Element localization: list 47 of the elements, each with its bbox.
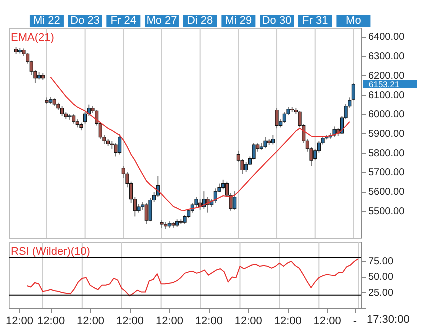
x-tick-label: Do 30 [262, 15, 292, 27]
candlestick [264, 136, 268, 150]
text: EMA(21) [11, 32, 54, 44]
candlestick [144, 202, 148, 225]
candlestick [214, 188, 218, 204]
x-tick-label: Mi 22 [34, 15, 60, 27]
y-tick-label: 6400.00 [368, 32, 406, 44]
y-tick-label: 75.00 [368, 256, 394, 268]
x-tick-label: Do 23 [70, 15, 100, 27]
y-tick-label: 5500.00 [368, 206, 406, 218]
x-tick-label: 12:00 [156, 316, 184, 328]
x-tick-label: 12:00 [38, 316, 66, 328]
x-tick-label: Mi 29 [225, 15, 252, 27]
y-tick-label: 50.00 [368, 272, 394, 284]
x-tick-label: 12:00 [234, 316, 262, 328]
x-tick-label: Mo 27 [146, 15, 178, 27]
y-tick-label: 5900.00 [368, 128, 406, 140]
text: 17:30:00 [367, 314, 410, 326]
x-tick-label: Di 28 [187, 15, 214, 27]
y-tick-label: 5700.00 [368, 168, 406, 179]
series-label: RSI (Wilder)(10) [11, 246, 90, 258]
y-tick-label: 6000.00 [368, 110, 406, 121]
y-tick-label: 6100.00 [368, 90, 406, 102]
x-tick-label: Mo [346, 15, 362, 27]
y-tick-label: 6200.00 [368, 70, 406, 82]
x-tick-label: - [353, 316, 358, 328]
y-tick-label: 5600.00 [368, 187, 406, 198]
candlestick [118, 134, 122, 156]
x-tick-label: Fr 24 [110, 15, 136, 27]
candlestick [60, 106, 64, 117]
line-series [26, 258, 360, 297]
candlestick [271, 134, 275, 146]
x-tick-label: Fr 31 [302, 15, 328, 27]
x-tick-label: 12:00 [77, 316, 105, 328]
x-tick-label: 12:00 [314, 316, 342, 328]
candlestick [72, 114, 76, 124]
y-tick-label: 6300.00 [368, 52, 406, 63]
x-tick-label: 12:00 [6, 316, 34, 328]
y-tick-label: 25.00 [368, 288, 394, 299]
text: 6153.21 [369, 79, 400, 90]
candlestick [275, 108, 279, 130]
y-tick-label: 5800.00 [368, 148, 406, 160]
x-tick-label: 12:00 [274, 316, 302, 328]
x-tick-label: 12:00 [116, 316, 144, 328]
x-tick-label: 12:00 [195, 316, 223, 328]
candlestick [282, 112, 286, 124]
candlestick [233, 191, 237, 210]
